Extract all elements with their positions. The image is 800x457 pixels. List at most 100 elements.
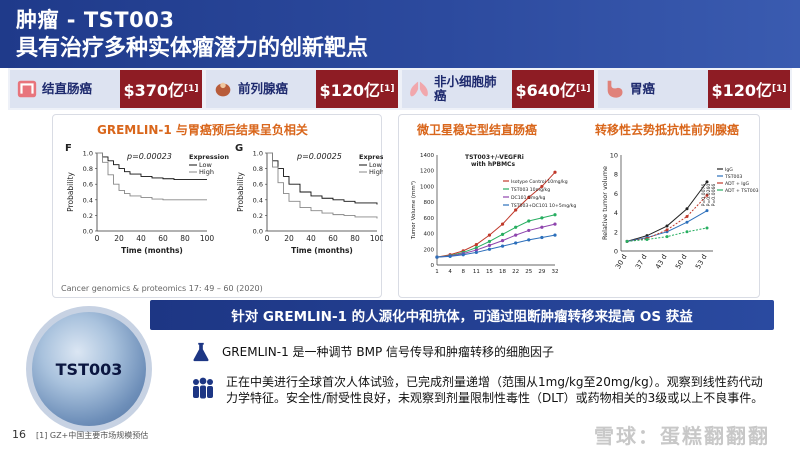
market-value: $640亿	[515, 81, 577, 100]
crc-point	[500, 222, 505, 226]
market-size-strip: 结直肠癌 $370亿 [1] 前列腺癌 $120亿 [1] 非小细胞肺癌 $640亿…	[8, 68, 792, 110]
prostate-point	[705, 193, 709, 197]
page-number: 16	[12, 428, 26, 441]
y-tick-label: 2	[614, 228, 618, 236]
prostate-point	[705, 209, 709, 213]
footnote: [1] GZ+中国主要市场规模预估	[36, 431, 149, 440]
banner-text: 针对 GREMLIN-1 的人源化中和抗体，可通过阻断肿瘤转移来提高 OS 获益	[231, 309, 693, 325]
legend-label: Low	[369, 161, 382, 169]
y-axis-label: Tumor Volume (mm³)	[410, 181, 417, 240]
x-tick-label: 60	[328, 234, 338, 243]
crc-point	[461, 253, 465, 257]
x-tick-label: 11	[473, 269, 480, 275]
survival-panel-title: GREMLIN-1 与胃癌预后结果呈负相关	[97, 123, 308, 137]
slide-header: 肿瘤 - TST003 具有治疗多种实体瘤潜力的创新靶点	[0, 0, 800, 68]
y-tick-label: 400	[424, 232, 435, 238]
market-ref: [1]	[576, 84, 591, 94]
info-row-mechanism: GREMLIN-1 是一种调节 BMP 信号传导和肿瘤转移的细胞因子	[190, 338, 770, 366]
key-message-banner: 针对 GREMLIN-1 的人源化中和抗体，可通过阻断肿瘤转移来提高 OS 获益	[150, 300, 774, 330]
y-axis-label: Relative tumor volume	[601, 166, 609, 240]
crc-point	[500, 232, 505, 236]
p-value-annotation: P=0.0260	[706, 184, 712, 207]
legend-label: ADT + TST003	[725, 188, 759, 194]
y-tick-label: 0.2	[83, 212, 93, 220]
product-name: TST003	[55, 359, 123, 379]
y-axis-label: Probability	[236, 172, 245, 212]
crc-point	[527, 228, 531, 233]
crc-point	[540, 225, 544, 229]
crc-point	[527, 219, 531, 223]
market-colorectal: 结直肠癌 $370亿 [1]	[10, 70, 202, 108]
market-label: 非小细胞肺癌	[434, 74, 497, 103]
market-nsclc: 非小细胞肺癌 $640亿 [1]	[402, 70, 594, 108]
y-tick-label: 4	[614, 209, 618, 217]
x-tick-label: 37 d	[634, 253, 649, 270]
prostate-point	[665, 224, 669, 228]
y-tick-label: 0	[431, 263, 435, 269]
market-value: $120亿	[319, 81, 381, 100]
y-tick-label: 6	[614, 190, 618, 198]
x-tick-label: 32	[552, 269, 559, 275]
crc-point	[527, 195, 531, 200]
market-label: 胃癌	[630, 81, 656, 96]
crc-point	[553, 170, 557, 174]
crc-series-line	[436, 223, 556, 258]
colon-icon	[17, 80, 37, 98]
crc-point	[435, 255, 439, 259]
y-tick-label: 0.6	[83, 181, 93, 189]
x-tick-label: 22	[512, 269, 519, 275]
crc-point	[474, 242, 478, 247]
crc-point	[500, 239, 505, 243]
crc-series-line	[436, 171, 556, 258]
prostate-point	[645, 237, 649, 241]
market-ref: [1]	[184, 84, 199, 94]
y-tick-label: 0	[614, 248, 618, 256]
x-tick-label: 43 d	[654, 253, 669, 270]
x-tick-label: 0	[265, 234, 270, 243]
y-tick-label: 10	[610, 152, 618, 160]
info-row-trial: 正在中美进行全球首次人体试验，已完成剂量递增（范围从1mg/kg至20mg/kg…	[190, 372, 770, 424]
crc-point	[553, 222, 557, 226]
y-tick-label: 8	[614, 171, 618, 179]
efficacy-panel: 微卫星稳定型结直肠癌 转移性去势抵抗性前列腺癌 0 200 400 600 800 100…	[398, 114, 760, 298]
y-tick-label: 600	[424, 216, 435, 222]
stomach-icon	[607, 80, 623, 98]
market-value: $120亿	[711, 81, 773, 100]
crc-point	[474, 248, 478, 252]
x-tick-label: 80	[180, 234, 190, 243]
x-tick-label: 20	[114, 234, 124, 243]
mechanism-text: GREMLIN-1 是一种调节 BMP 信号传导和肿瘤转移的细胞因子	[222, 345, 555, 359]
prostate-point	[665, 235, 669, 239]
flask-icon	[193, 342, 209, 362]
y-tick-label: 0.8	[253, 165, 263, 173]
legend-title: Expression	[359, 153, 383, 161]
crc-series-line	[436, 214, 556, 258]
crc-point	[514, 225, 518, 229]
lung-icon	[410, 81, 428, 97]
x-tick-label: 60	[158, 234, 168, 243]
panel-letter: F	[65, 143, 72, 154]
x-tick-label: 15	[486, 269, 493, 275]
crc-point	[487, 239, 492, 244]
y-tick-label: 1.0	[253, 150, 263, 158]
km-line-low	[97, 152, 207, 180]
citation: Cancer genomics & proteomics 17: 49 – 60…	[61, 284, 263, 293]
x-tick-label: 100	[200, 234, 215, 243]
legend-label: Low	[199, 161, 212, 169]
survival-panel: GREMLIN-1 与胃癌预后结果呈负相关 F 0 20 40 60 80 100 0.0 0.…	[52, 114, 383, 298]
prostate-point	[685, 207, 689, 211]
market-label: 结直肠癌	[42, 81, 93, 96]
watermark: 雪球：蛋糕翻翻翻	[594, 424, 770, 448]
prostate-series-line	[626, 194, 708, 242]
km-line-high	[97, 152, 207, 201]
crc-point	[474, 246, 478, 250]
x-tick-label: 100	[370, 234, 383, 243]
inner-title: TST003+/-VEGFRi	[465, 154, 524, 161]
market-value: $370亿	[123, 81, 185, 100]
x-tick-label: 29	[538, 269, 545, 275]
prostate-point	[705, 180, 709, 184]
market-gastric: 胃癌 $120亿 [1]	[598, 70, 790, 108]
prostate-point	[625, 239, 629, 243]
km-line-high	[267, 152, 378, 219]
crc-series-line	[436, 234, 556, 258]
